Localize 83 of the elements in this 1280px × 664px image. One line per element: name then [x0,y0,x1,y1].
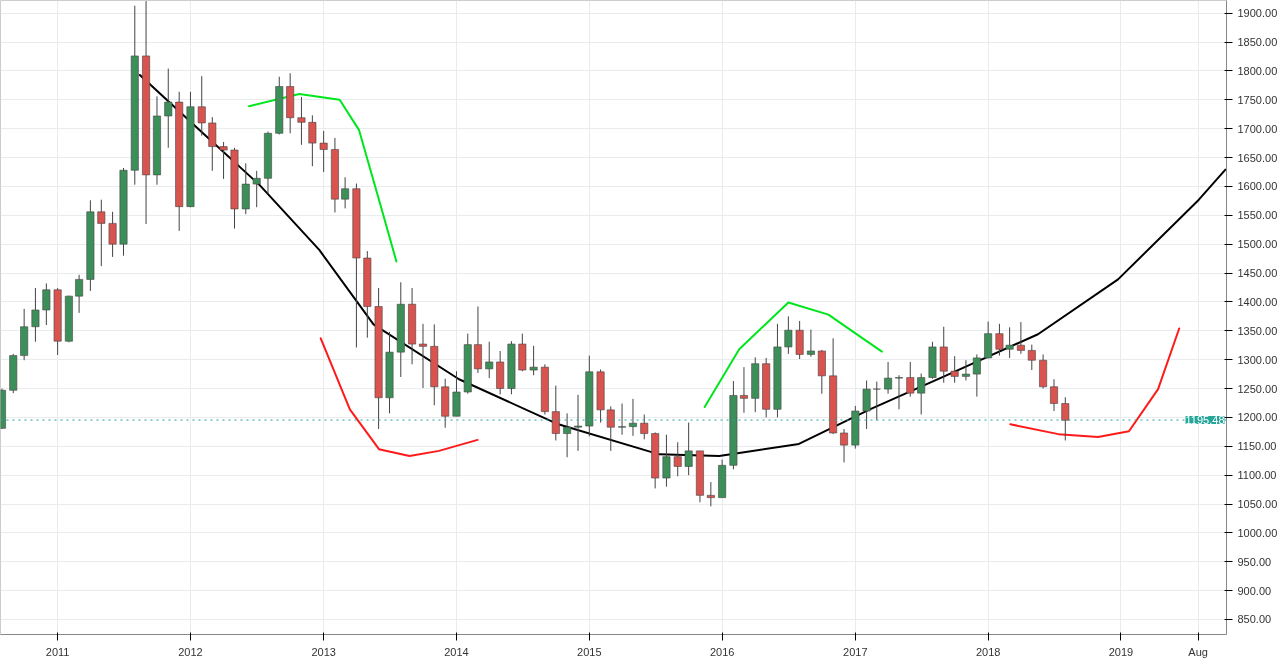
candlestick [1016,321,1025,355]
y-tick-label: 850.00 [1237,613,1272,626]
candlestick [895,374,903,410]
y-tick-label: 1500.00 [1237,238,1278,251]
line-series [319,337,479,458]
candlestick [950,355,959,384]
y-tick-label: 1150.00 [1237,440,1277,453]
y-tick-label: 1700.00 [1237,122,1278,135]
candlestick [42,282,51,326]
x-tick-label: Aug [1188,645,1208,658]
y-tick-label: 900.00 [1237,584,1272,597]
candlestick [629,398,637,437]
y-tick-label: 1300.00 [1237,353,1278,366]
line-series [248,93,398,263]
candlestick [673,441,682,477]
y-tick-label: 1800.00 [1237,64,1278,77]
candlestick [1027,344,1036,371]
y-tick-label: 1100.00 [1237,469,1277,482]
y-tick-label: 950.00 [1237,555,1272,568]
y-tick-label: 1750.00 [1237,93,1278,106]
candlestick [962,359,970,381]
candlestick [252,170,261,208]
candlestick [706,481,715,507]
x-tick-label: 2014 [444,645,469,658]
candlestick [862,379,871,430]
y-tick-label: 1350.00 [1237,324,1278,337]
candlestick [840,428,848,463]
y-tick-label: 1600.00 [1237,180,1278,193]
candlestick [884,361,893,395]
candlestick [917,373,926,416]
candlestick [319,130,328,173]
ref-line-label: 1195.48 [1185,414,1225,426]
x-tick-label: 2017 [843,645,868,658]
candlestick [97,199,106,267]
candlestick [551,385,560,441]
y-tick-label: 1400.00 [1237,295,1278,308]
candlestick [164,68,173,149]
y-tick-label: 1900.00 [1237,7,1278,20]
x-tick-label: 2013 [311,645,336,658]
candlestick [31,287,40,343]
candlestick [872,381,881,421]
y-tick-label: 1200.00 [1237,411,1278,424]
x-tick-label: 2011 [45,645,70,658]
candlestick [529,345,538,376]
candlestick [308,114,317,167]
y-tick-label: 1550.00 [1237,209,1278,222]
candlestick [662,434,671,488]
x-tick-label: 2016 [709,645,735,658]
line-series [703,301,883,408]
candlestick [108,211,117,258]
candlestick [606,405,615,452]
candlestick [485,341,494,379]
candlestick [419,323,427,389]
candlestick [1050,378,1058,412]
y-tick-label: 1250.00 [1237,382,1278,395]
y-tick-label: 1650.00 [1237,151,1278,164]
y-tick-label: 1850.00 [1237,36,1278,49]
candlestick [740,366,748,414]
candlestick [972,353,981,398]
candlestick [219,141,228,180]
candlestick [574,394,582,452]
candlestick [784,315,793,355]
candlestick [208,116,217,172]
candlestick [341,176,350,209]
candlestick [297,96,306,146]
x-tick-label: 2019 [1108,645,1134,658]
y-tick-label: 1000.00 [1237,526,1278,539]
candlestick [75,274,84,314]
y-tick-label: 1450.00 [1237,267,1278,280]
x-tick-label: 2012 [178,645,203,658]
candlestick [906,361,915,398]
candlestick [640,414,649,440]
candlestick [618,403,626,436]
candlestick [806,329,815,358]
candlestick [563,412,572,458]
candlestick [684,422,693,476]
line-series [138,73,1227,458]
candlestick [197,75,206,137]
x-tick-label: 2015 [577,645,602,658]
candlestick [1061,396,1070,441]
y-tick-label: 1050.00 [1237,498,1278,510]
line-series [1009,327,1181,439]
x-tick-label: 2018 [975,645,1001,658]
